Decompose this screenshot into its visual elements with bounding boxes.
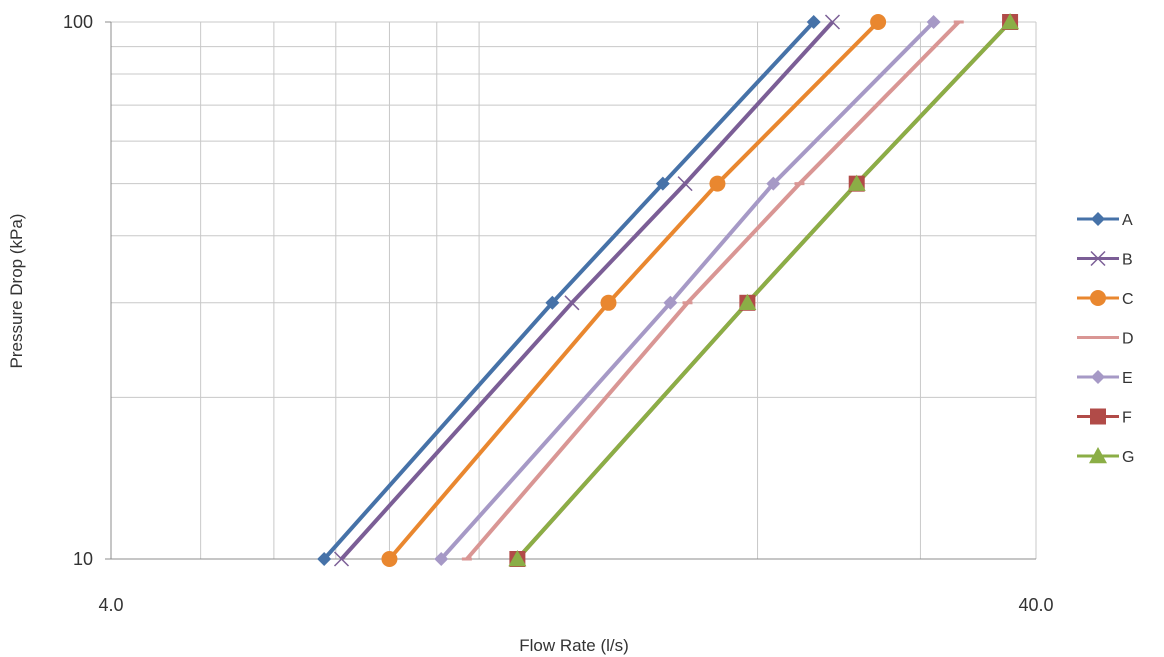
series-line-a xyxy=(322,20,816,561)
data-point-a xyxy=(806,15,821,29)
data-point-e xyxy=(766,176,781,191)
legend-label: F xyxy=(1122,410,1132,427)
y-tick-label: 10 xyxy=(73,549,93,569)
data-point-b xyxy=(677,176,693,192)
data-point-a xyxy=(317,552,332,566)
legend-marker xyxy=(1091,370,1105,384)
data-point-g xyxy=(508,550,527,567)
data-point-c xyxy=(870,14,887,30)
legend-item-a: A xyxy=(1077,212,1133,229)
series-line-g xyxy=(515,20,1012,561)
legend-marker xyxy=(1090,408,1106,425)
legend-marker xyxy=(1089,447,1107,464)
legend-item-d: D xyxy=(1077,331,1134,348)
data-point-g xyxy=(738,293,757,310)
x-tick-label: 4.0 xyxy=(98,595,123,615)
marker-stroke xyxy=(564,295,580,311)
x-axis-label: Flow Rate (l/s) xyxy=(519,636,629,655)
data-point-c xyxy=(381,551,398,567)
data-point-b xyxy=(564,295,580,311)
legend-label: E xyxy=(1122,370,1133,387)
series-line-e xyxy=(439,20,936,561)
x-tick-label: 40.0 xyxy=(1018,595,1053,615)
legend-marker xyxy=(1091,212,1105,226)
marker-layer xyxy=(317,13,1020,567)
data-point-g xyxy=(1001,13,1020,30)
marker-stroke xyxy=(677,176,693,192)
legend-item-b: B xyxy=(1077,250,1133,269)
legend: A B C D E F G xyxy=(1077,212,1134,466)
grid xyxy=(105,21,1037,560)
data-point-c xyxy=(600,294,617,311)
data-point-a xyxy=(545,295,560,310)
data-point-g xyxy=(847,174,866,191)
data-point-b xyxy=(824,14,840,30)
legend-marker xyxy=(1090,250,1106,267)
marker-stroke xyxy=(824,14,840,30)
data-point-e xyxy=(434,552,449,566)
legend-label: D xyxy=(1122,331,1134,348)
data-point-a xyxy=(655,176,670,191)
y-tick-label: 100 xyxy=(63,12,93,32)
series-line-b xyxy=(340,20,834,561)
data-point-e xyxy=(663,295,678,310)
y-axis-label: Pressure Drop (kPa) xyxy=(7,214,26,369)
legend-item-f: F xyxy=(1077,408,1132,427)
tick-labels: 10 100 4.0 40.0 xyxy=(63,12,1054,615)
legend-item-c: C xyxy=(1077,290,1134,308)
legend-label: A xyxy=(1122,212,1133,229)
legend-item-e: E xyxy=(1077,370,1133,387)
legend-item-g: G xyxy=(1077,447,1134,466)
series-line-d xyxy=(465,20,961,561)
marker-stroke xyxy=(1090,250,1106,267)
legend-label: B xyxy=(1122,252,1133,269)
series-line-c xyxy=(387,20,880,561)
legend-label: G xyxy=(1122,449,1134,466)
series-layer xyxy=(322,20,1012,561)
data-point-c xyxy=(709,175,726,192)
data-point-e xyxy=(926,15,941,29)
data-point-b xyxy=(333,551,350,567)
marker-stroke xyxy=(333,551,350,567)
legend-label: C xyxy=(1122,291,1134,308)
legend-marker xyxy=(1090,290,1106,306)
